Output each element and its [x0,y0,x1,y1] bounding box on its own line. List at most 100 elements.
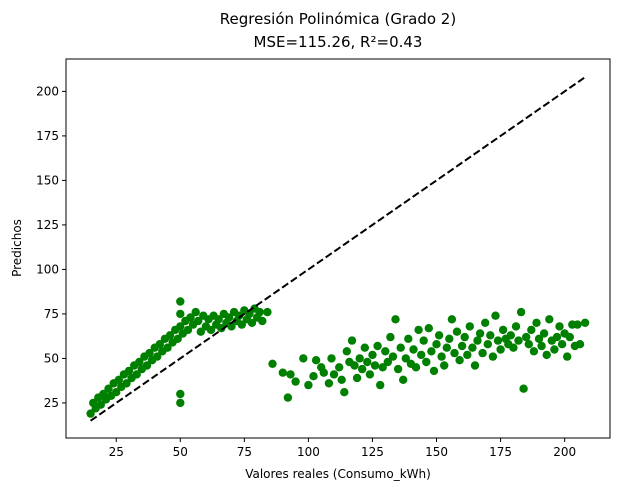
y-tick-label: 50 [44,351,59,365]
data-point [417,350,426,360]
data-point [411,363,421,372]
data-point [404,334,413,343]
data-point [527,325,536,335]
data-point [122,379,131,388]
y-tick-label: 200 [36,84,59,98]
data-point [542,350,551,360]
data-point [440,361,449,370]
data-point [153,352,162,361]
data-point [165,331,175,340]
data-point [522,332,531,342]
data-point [299,354,308,363]
data-point [509,343,518,352]
data-point [352,373,362,383]
data-point [340,388,349,397]
data-point [124,366,134,376]
data-point [552,332,562,342]
x-tick-label: 125 [361,445,384,459]
data-point [304,380,313,390]
data-point [383,357,392,367]
data-point [493,336,503,345]
data-point [452,327,462,336]
data-point [191,307,200,317]
data-point [447,315,457,324]
y-tick-label: 75 [44,307,59,321]
data-point [114,375,124,384]
data-point [255,307,264,317]
data-point [524,340,533,349]
data-point [194,316,203,326]
data-point [145,348,154,358]
data-point [327,354,336,363]
data-point [427,347,436,356]
data-point [309,372,318,381]
data-point [347,336,357,345]
data-point [534,334,544,343]
data-point [468,343,477,352]
data-point [360,343,369,352]
data-point [414,325,423,335]
data-point [475,329,485,338]
data-point [496,345,505,354]
data-point [268,359,277,368]
data-point [399,375,408,384]
data-point [506,331,515,340]
data-point [378,363,387,372]
data-point [373,341,382,351]
data-point [557,340,567,349]
data-point [135,357,144,367]
data-point [291,377,300,386]
data-point [224,313,234,322]
data-point [370,361,380,370]
data-point [419,336,428,345]
data-point [498,325,508,335]
data-point [478,348,487,358]
data-point [545,315,554,324]
data-point [514,336,523,345]
data-point [491,311,500,320]
data-point [455,356,464,365]
data-point [519,384,528,393]
data-point [235,311,244,320]
data-point [247,318,257,327]
data-point [401,354,410,363]
data-point [483,340,492,349]
data-point [163,343,172,352]
data-point [86,409,95,418]
data-point [532,318,541,327]
data-point [286,370,295,379]
data-point [350,361,359,370]
data-point [206,325,216,335]
data-point [263,307,272,317]
data-point [96,400,106,409]
data-point [393,364,403,374]
data-point [388,352,398,361]
data-point [335,363,344,372]
data-point [176,322,185,331]
data-point [237,320,246,329]
data-point [470,361,480,370]
data-point [550,345,559,354]
data-point [486,331,495,340]
data-point [575,340,585,349]
data-point [580,318,590,327]
data-point [155,340,164,349]
x-tick-label: 175 [489,445,512,459]
y-tick-label: 125 [36,218,59,232]
data-point [355,354,364,363]
data-point [432,340,441,349]
x-axis: 25 50 75 100 125 150 175 200 [109,438,576,459]
data-point [311,356,321,365]
data-point [555,322,564,331]
data-point [450,348,459,358]
data-point [173,334,182,343]
data-point [104,384,113,393]
data-point [409,345,418,354]
data-point [422,357,431,367]
data-point [516,307,526,317]
data-point [132,370,141,379]
data-point [537,341,546,351]
plot-frame [65,58,611,439]
data-point [186,313,195,322]
